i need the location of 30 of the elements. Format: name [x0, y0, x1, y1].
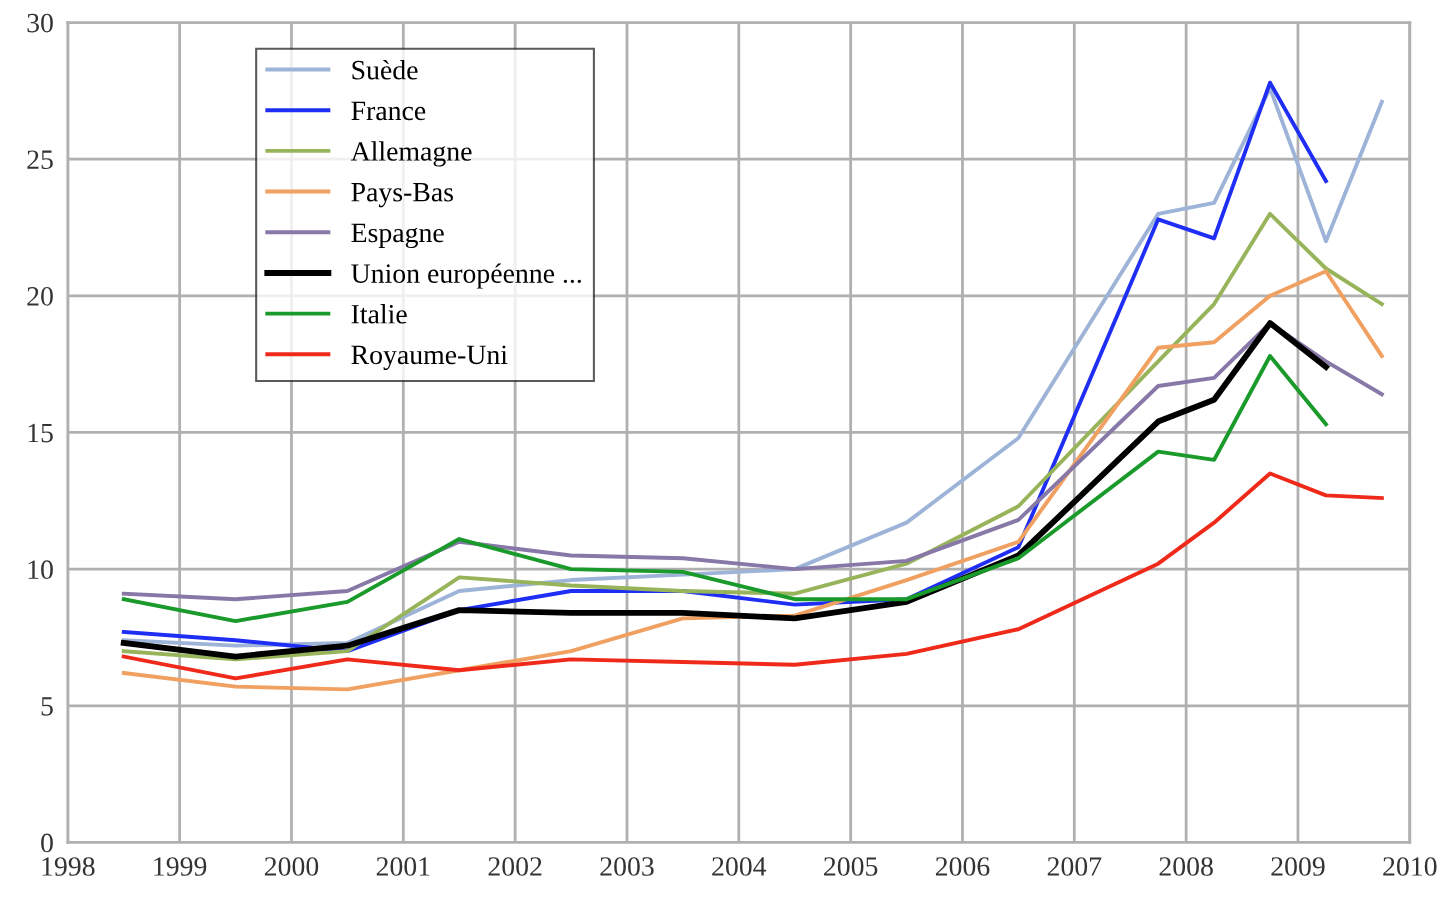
line-series: [121, 211, 1384, 662]
y-tick-label: 30: [27, 13, 53, 33]
x-tick-label: 2001: [376, 857, 430, 876]
legend-label: France: [351, 101, 426, 121]
y-tick-label: 10: [28, 560, 53, 580]
legend-label: Espagne: [351, 223, 444, 248]
x-tick-label: 2000: [264, 857, 319, 876]
legend-label: Royaume-Uni: [351, 345, 508, 370]
y-tick-label: 25: [27, 150, 53, 170]
y-tick-label: 5: [41, 697, 53, 716]
y-tick-label: 15: [28, 423, 53, 443]
legend-label: Union européenne ...: [351, 263, 581, 289]
x-tick-label: 2003: [600, 857, 654, 876]
y-tick-label: 0: [41, 833, 53, 853]
x-tick-label: 2004: [712, 857, 767, 876]
x-tick-label: 2007: [1047, 857, 1102, 876]
legend-label: Pays-Bas: [351, 183, 453, 208]
x-tick-label: 2008: [1159, 857, 1213, 876]
legend-label: Allemagne: [350, 141, 472, 167]
x-tick-label: 2006: [935, 857, 990, 876]
legend-label: Italie: [351, 304, 407, 324]
legend-label: Suède: [352, 59, 418, 80]
x-tick-label: 1999: [154, 857, 207, 876]
x-tick-label: 2009: [1271, 857, 1325, 876]
x-tick-label: 1998: [42, 857, 95, 876]
x-tick-label: 2010: [1383, 857, 1437, 876]
line-series: [121, 471, 1384, 681]
y-tick-label: 20: [27, 286, 53, 306]
x-tick-label: 2002: [488, 857, 542, 876]
x-tick-label: 2005: [824, 857, 878, 876]
